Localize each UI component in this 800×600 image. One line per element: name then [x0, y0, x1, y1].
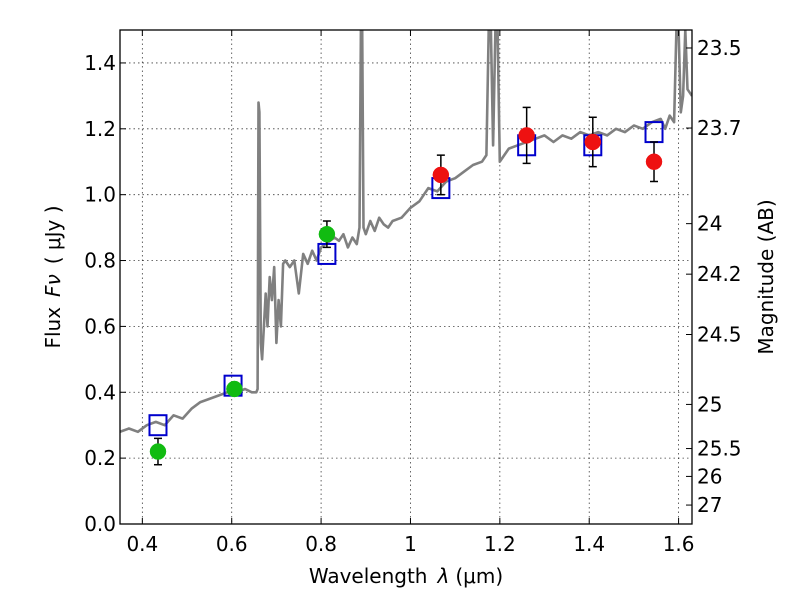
y-tick-label: 1.0 [84, 183, 116, 207]
y-tick-label: 0.2 [84, 446, 116, 470]
y-axis-label-unit: ( μJy ) [41, 205, 65, 264]
y-tick-label: 0.0 [84, 512, 116, 536]
markers [148, 106, 664, 466]
photometry-point [645, 153, 663, 170]
photometry-point [584, 133, 602, 151]
photometry-point [518, 127, 535, 144]
photometry-point [226, 380, 243, 398]
x-tick-label: 0.8 [305, 532, 337, 556]
x-axis-label-symbol: λ [437, 564, 450, 588]
y2-tick-label: 25 [697, 392, 722, 416]
y-tick-label: 0.8 [84, 249, 116, 273]
plot-frame [119, 29, 693, 525]
grid [120, 30, 692, 524]
y2-axis-label: Magnitude (AB) [754, 199, 778, 354]
photometry-point [318, 225, 336, 243]
x-tick-label: 0.6 [216, 532, 248, 556]
photometry-point [432, 166, 450, 184]
x-tick-label: 1.6 [663, 532, 695, 556]
axis-ticks: 0.4 0.6 0.8 1 1.2 1.4 1.6 0.0 0.2 0.4 0.6 0.8 1.0 1.2… [84, 30, 742, 556]
y2-tick-label: 24.2 [697, 262, 742, 286]
y-tick-label: 1.2 [84, 117, 116, 141]
model-photometry-square [148, 414, 168, 437]
y-axis-label-text: Flux [41, 307, 65, 349]
y-tick-label: 1.4 [84, 51, 116, 75]
y2-tick-label: 26 [697, 464, 722, 488]
x-tick-label: 1.4 [573, 532, 605, 556]
x-tick-label: 0.4 [126, 532, 158, 556]
y2-tick-label: 24 [697, 212, 722, 236]
spectrum-line [120, 30, 692, 434]
x-axis-label-text: Wavelength [309, 564, 428, 588]
plot-background [120, 30, 692, 524]
photometry-point [149, 443, 167, 460]
x-axis-label: Wavelength λ (μm) [309, 564, 503, 588]
x-tick-label: 1.2 [484, 532, 516, 556]
x-axis-label-unit: (μm) [455, 564, 503, 588]
y-axis-label: Flux Fν ( μJy ) [41, 205, 65, 348]
y-tick-label: 0.4 [84, 380, 116, 404]
y2-tick-label: 27 [697, 493, 722, 517]
y2-tick-label: 23.5 [697, 36, 742, 60]
y2-tick-label: 25.5 [697, 437, 742, 461]
y2-tick-label: 23.7 [697, 116, 742, 140]
y-tick-label: 0.6 [84, 314, 116, 338]
y2-tick-label: 24.5 [697, 323, 742, 347]
y-axis-label-symbol: Fν [41, 274, 65, 297]
plot-area [120, 30, 692, 434]
x-tick-label: 1 [404, 532, 417, 556]
